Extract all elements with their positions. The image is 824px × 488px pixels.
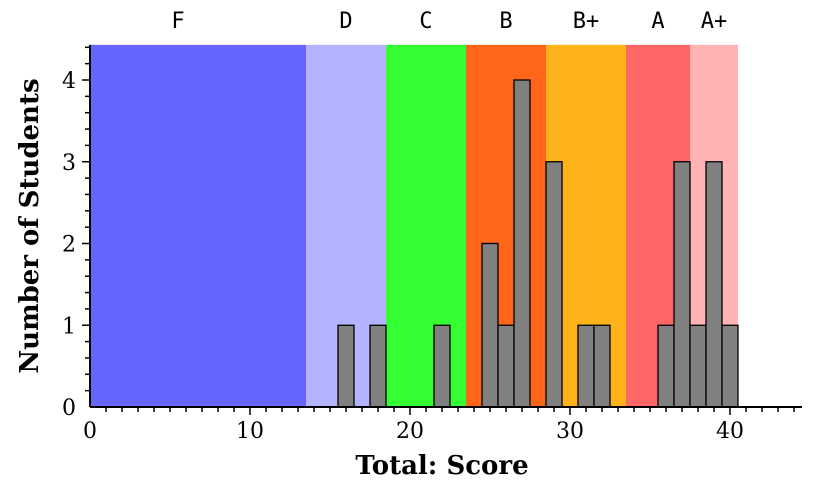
- grade-band-c: [386, 44, 466, 407]
- histogram-bar: [657, 324, 675, 408]
- y-tick-label: 4: [62, 69, 76, 94]
- grade-band-f: [90, 44, 306, 407]
- histogram-bar: [337, 324, 355, 408]
- histogram-bar: [369, 324, 387, 408]
- histogram-bar: [481, 242, 499, 408]
- band-label: F: [171, 9, 184, 34]
- histogram-bar: [433, 324, 451, 408]
- histogram-bar: [673, 161, 691, 408]
- band-label: B: [499, 9, 512, 34]
- x-tick-label: 40: [716, 419, 744, 444]
- y-tick-label: 1: [62, 314, 76, 339]
- grade-band-labels: F D C B B+ A A+: [171, 9, 727, 34]
- band-label: A+: [701, 9, 728, 34]
- y-axis-title: Number of Students: [15, 78, 45, 373]
- x-tick-label: 20: [396, 419, 424, 444]
- histogram-bar: [721, 324, 739, 408]
- x-tick-label: 30: [556, 419, 584, 444]
- band-label: A: [651, 9, 664, 34]
- y-tick-label: 0: [62, 396, 76, 421]
- y-tick-label: 2: [62, 233, 76, 258]
- histogram-bar: [545, 161, 563, 408]
- y-tick-label: 3: [62, 151, 76, 176]
- histogram-bar: [593, 324, 611, 408]
- band-label: B+: [573, 9, 600, 34]
- x-tick-label: 0: [83, 419, 97, 444]
- band-label: D: [339, 9, 352, 34]
- axes: 0 10 20 30 40 0 1 2 3 4: [62, 44, 802, 444]
- histogram-bar: [689, 324, 707, 408]
- histogram-bar: [577, 324, 595, 408]
- x-tick-label: 10: [236, 419, 264, 444]
- grade-bands: [90, 44, 738, 407]
- band-label: C: [419, 9, 432, 34]
- histogram-bar: [705, 161, 723, 408]
- histogram-bars: [337, 79, 739, 408]
- histogram-bar: [513, 79, 531, 408]
- x-axis-title: Total: Score: [355, 451, 528, 481]
- histogram-bar: [497, 324, 515, 408]
